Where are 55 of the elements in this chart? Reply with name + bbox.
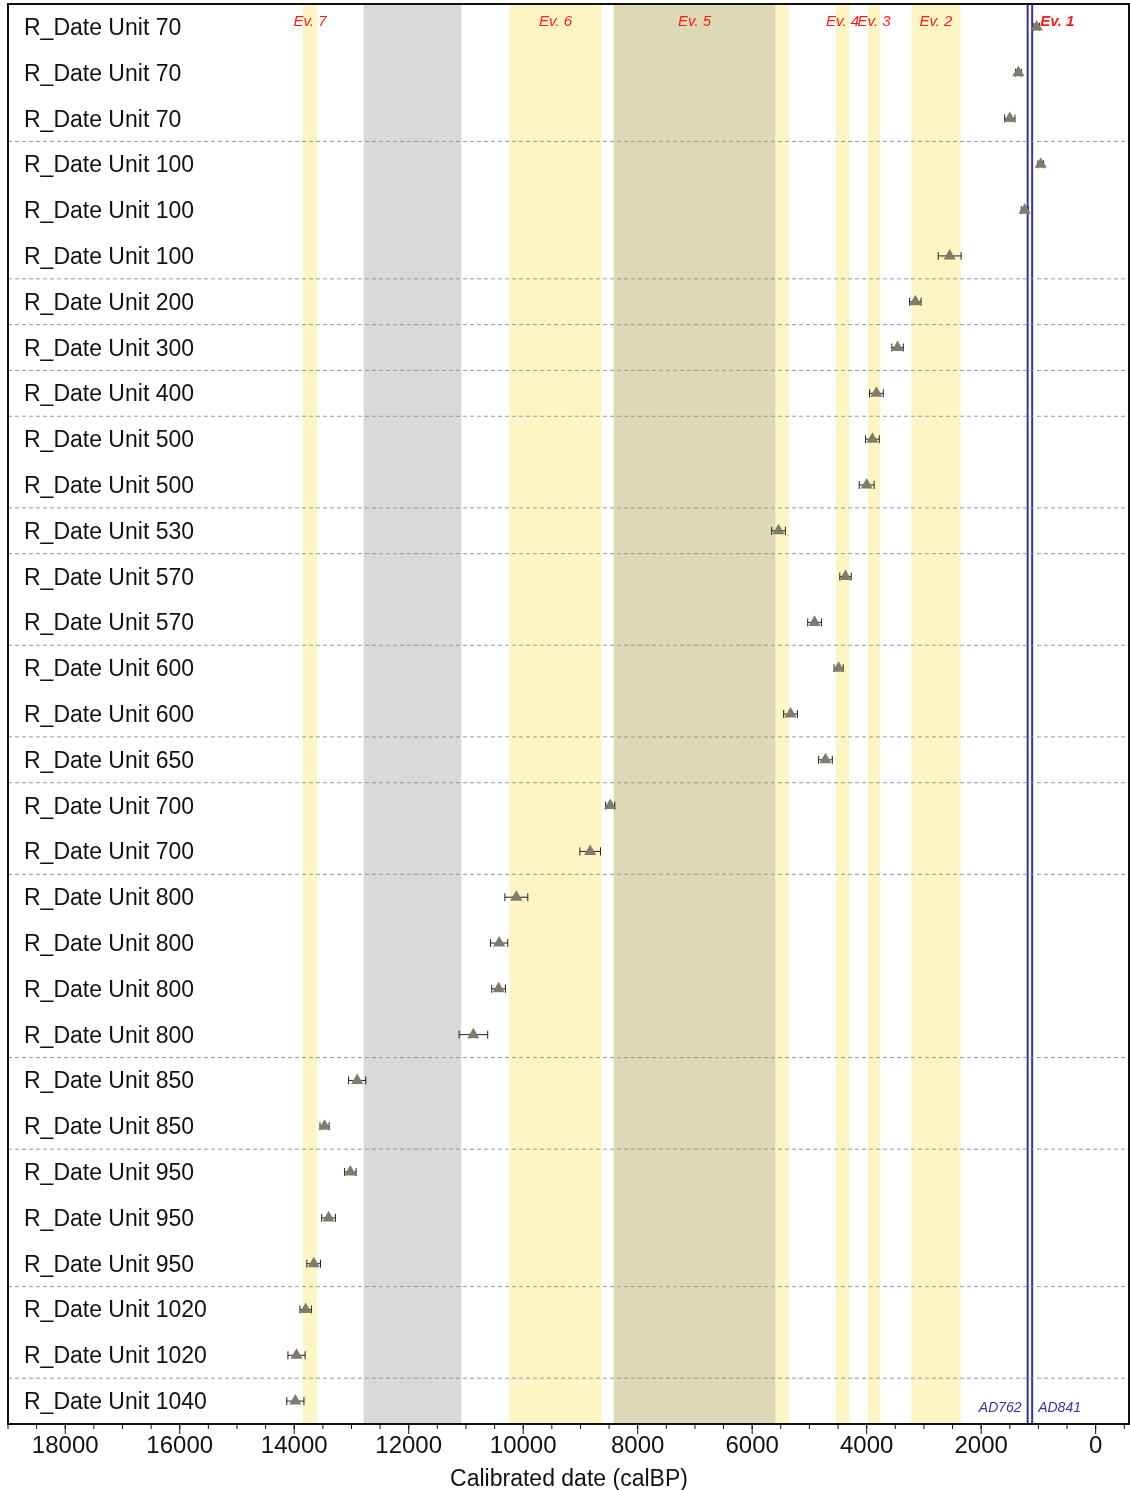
y-tick-label: R_Date Unit 950 [24, 1204, 195, 1231]
y-tick-label: R_Date Unit 850 [24, 1113, 195, 1140]
point [584, 844, 597, 855]
y-tick-label: R_Date Unit 800 [24, 884, 195, 911]
x-tick-label: 12000 [375, 1431, 443, 1459]
band-label: Ev. 6 [539, 12, 573, 29]
x-tick-label: 2000 [954, 1431, 1008, 1459]
y-tick-label: R_Date Unit 1020 [24, 1342, 207, 1369]
x-tick-label: 10000 [489, 1431, 557, 1459]
y-tick-label: R_Date Unit 570 [24, 563, 195, 590]
y-tick-label: R_Date Unit 530 [24, 517, 195, 544]
y-tick-label: R_Date Unit 800 [24, 1021, 195, 1048]
x-tick-label: 8000 [611, 1431, 665, 1459]
y-tick-label: R_Date Unit 950 [24, 1250, 195, 1277]
band-label: Ev. 4 [826, 12, 860, 29]
y-tick-label: R_Date Unit 100 [24, 151, 195, 178]
y-tick-label: R_Date Unit 400 [24, 380, 195, 407]
y-tick-label: R_Date Unit 1040 [24, 1388, 207, 1415]
y-tick-label: R_Date Unit 100 [24, 197, 195, 224]
x-tick-label: 6000 [725, 1431, 779, 1459]
band-label: Ev. 7 [293, 12, 328, 29]
y-tick-label: R_Date Unit 1020 [24, 1296, 207, 1323]
y-tick-label: R_Date Unit 600 [24, 701, 195, 727]
ref-line-label: AD841 [1037, 1399, 1081, 1415]
x-tick-label: 0 [1088, 1431, 1103, 1459]
band-label: Ev. 3 [857, 12, 892, 29]
point [467, 1027, 480, 1039]
y-tick-label: R_Date Unit 70 [24, 59, 182, 86]
y-tick-label: R_Date Unit 100 [24, 242, 195, 269]
y-tick-label: R_Date Unit 950 [24, 1159, 195, 1186]
y-tick-label: R_Date Unit 850 [24, 1067, 195, 1094]
x-tick-label: 14000 [260, 1431, 328, 1459]
y-tick-label: R_Date Unit 700 [24, 838, 195, 865]
y-tick-label: R_Date Unit 500 [24, 471, 195, 498]
x-tick-label: 4000 [839, 1431, 894, 1459]
y-tick-label: R_Date Unit 800 [24, 930, 195, 957]
point [510, 890, 523, 901]
y-tick-label: R_Date Unit 200 [24, 288, 195, 315]
x-tick-label: 18000 [31, 1431, 99, 1459]
y-tick-label: R_Date Unit 570 [24, 609, 195, 636]
x-axis-title: Calibrated date (calBP) [450, 1465, 688, 1490]
band-label: Ev. 5 [678, 12, 712, 29]
annotation: Ev. 1 [1040, 12, 1075, 29]
y-tick-label: R_Date Unit 70 [24, 13, 182, 40]
ref-line-label: AD762 [977, 1399, 1022, 1415]
y-tick-label: R_Date Unit 800 [24, 975, 195, 1002]
point [943, 248, 956, 260]
y-tick-label: R_Date Unit 70 [24, 105, 182, 132]
y-tick-label: R_Date Unit 500 [24, 426, 195, 453]
y-tick-label: R_Date Unit 700 [24, 792, 195, 819]
y-tick-label: R_Date Unit 300 [24, 334, 195, 361]
y-tick-label: R_Date Unit 600 [24, 655, 195, 682]
band-label: Ev. 2 [919, 12, 954, 29]
x-tick-label: 16000 [146, 1431, 214, 1459]
y-tick-label: R_Date Unit 650 [24, 746, 195, 773]
